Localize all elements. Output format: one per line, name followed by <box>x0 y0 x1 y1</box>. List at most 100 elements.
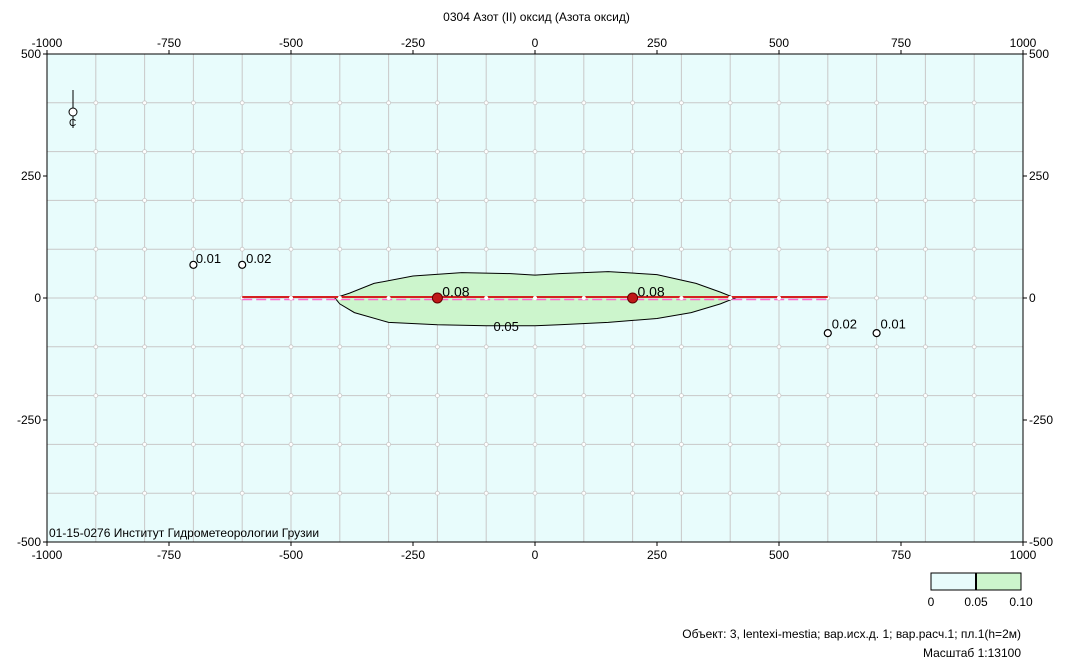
grid-node <box>483 246 489 252</box>
grid-node <box>434 246 440 252</box>
grid-node <box>874 100 879 106</box>
grid-node <box>776 490 782 496</box>
grid-node <box>483 344 489 350</box>
grid-node <box>288 441 294 447</box>
grid-node <box>337 441 343 447</box>
grid-node <box>386 149 392 155</box>
grid-node <box>239 246 245 252</box>
road-layer <box>242 296 828 301</box>
contour-label-layer: 0.08 0.08 0.05 0.01 0.02 0.02 0.01 <box>196 251 906 334</box>
grid-node <box>776 344 782 350</box>
grid-node <box>874 295 879 301</box>
y-tick-label-left: 250 <box>21 169 41 183</box>
y-tick-label-right: 250 <box>1029 169 1049 183</box>
grid-node <box>727 344 733 350</box>
grid-node <box>142 441 148 447</box>
grid-node <box>630 490 635 496</box>
road-node <box>289 296 293 300</box>
grid-node <box>337 344 343 350</box>
grid-node <box>581 393 587 399</box>
grid-node <box>239 344 245 350</box>
grid-node <box>679 393 684 399</box>
grid-node <box>288 393 294 399</box>
contour-value-label: 0.05 <box>494 319 519 334</box>
grid-node <box>874 344 879 350</box>
grid-node <box>727 393 733 399</box>
grid-node <box>434 441 440 447</box>
grid-node <box>581 149 587 155</box>
grid-node <box>727 197 733 203</box>
grid-node <box>923 441 928 447</box>
grid-node <box>776 197 782 203</box>
grid-node <box>630 197 635 203</box>
grid-node <box>190 149 196 155</box>
grid-node <box>581 197 587 203</box>
grid-node <box>971 100 977 106</box>
grid-node <box>483 149 489 155</box>
object-info-text: Объект: 3, lentexi-mestia; вар.исх.д. 1;… <box>682 627 1021 641</box>
grid-node <box>532 490 538 496</box>
grid-node <box>727 246 733 252</box>
grid-node <box>190 344 196 350</box>
road-node <box>484 296 489 300</box>
x-tick-label-bottom: 0 <box>532 548 539 562</box>
x-tick-label-top: 750 <box>891 36 911 50</box>
y-tick-label-left: 500 <box>21 47 41 61</box>
legend-swatch <box>975 572 1022 591</box>
contour-value-label: 0.08 <box>637 284 664 300</box>
y-tick-label-right: -500 <box>1029 535 1053 549</box>
grid-node <box>93 149 99 155</box>
grid-node <box>532 197 538 203</box>
grid-node <box>874 197 879 203</box>
grid-node <box>679 246 684 252</box>
grid-node <box>825 393 831 399</box>
receptor-marker <box>238 260 247 269</box>
grid-node <box>337 393 343 399</box>
grid-node <box>190 197 196 203</box>
grid-node <box>483 490 489 496</box>
grid-node <box>142 246 148 252</box>
grid-node <box>971 344 977 350</box>
grid-node <box>93 344 99 350</box>
grid-node <box>434 490 440 496</box>
grid-node <box>239 441 245 447</box>
legend-tick-label: 0 <box>928 595 935 609</box>
grid-node <box>142 197 148 203</box>
grid-node <box>434 344 440 350</box>
grid-node <box>923 490 928 496</box>
grid-node <box>93 441 99 447</box>
x-tick-label-top: 0 <box>532 36 539 50</box>
legend-swatch <box>930 572 977 591</box>
chart-title: 0304 Азот (II) оксид (Азота оксид) <box>443 10 630 24</box>
grid-node <box>386 490 392 496</box>
grid-node <box>239 100 245 106</box>
grid-node <box>971 197 977 203</box>
x-tick-label-bottom: 250 <box>647 548 667 562</box>
grid-node <box>142 344 148 350</box>
x-tick-label-top: 1000 <box>1010 36 1037 50</box>
grid-node <box>825 490 831 496</box>
grid-nodes <box>93 100 977 496</box>
grid-node <box>483 100 489 106</box>
grid-node <box>630 100 635 106</box>
road-node <box>728 296 733 300</box>
grid-node <box>727 490 733 496</box>
contour-value-label: 0.08 <box>442 284 469 300</box>
receptor-marker <box>189 260 198 269</box>
grid-node <box>923 393 928 399</box>
receptor-marker <box>872 329 881 338</box>
road-node <box>337 296 342 300</box>
x-tick-label-bottom: 500 <box>769 548 789 562</box>
grid-node <box>288 344 294 350</box>
grid-node <box>776 393 782 399</box>
y-tick-label-left: -500 <box>17 535 41 549</box>
north-arrow-icon: С <box>68 90 78 129</box>
grid-node <box>288 197 294 203</box>
grid-node <box>630 246 635 252</box>
grid-node <box>532 149 538 155</box>
grid-node <box>776 441 782 447</box>
tick-layer: -1000 -1000 -750 -750 -500 -500 -250 -250 0 0 250 2… <box>17 36 1053 562</box>
grid-node <box>923 246 928 252</box>
grid-node <box>532 100 538 106</box>
grid-node <box>727 100 733 106</box>
